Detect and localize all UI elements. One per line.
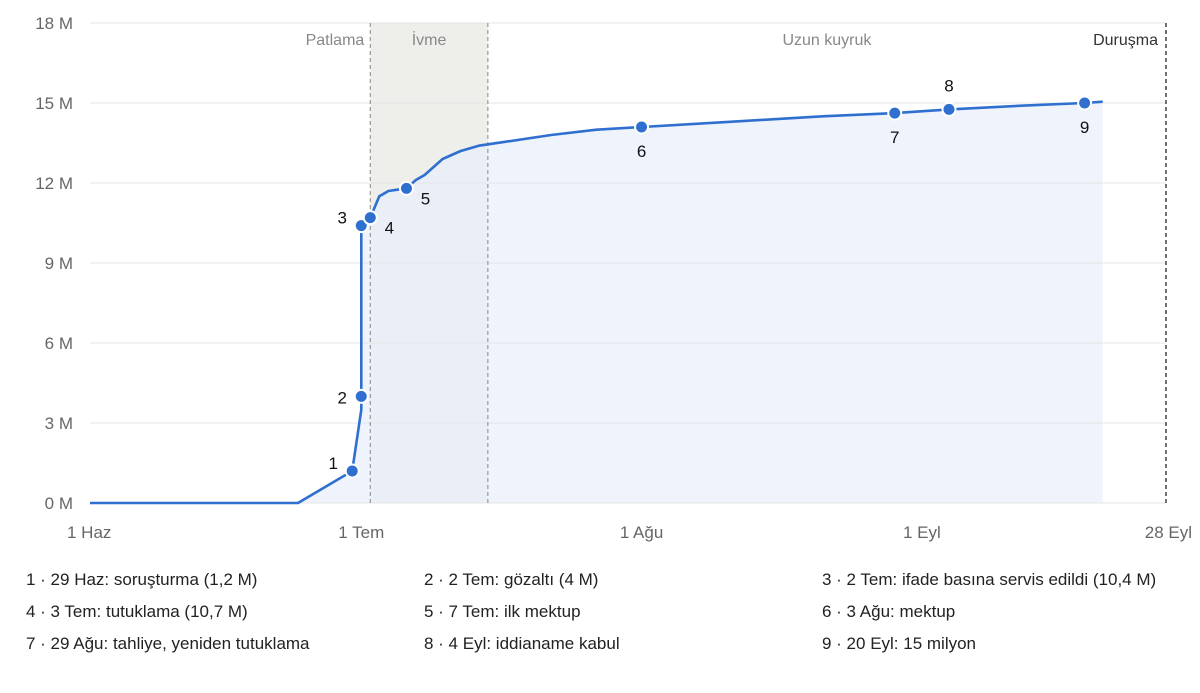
annotation-legend: 1 · 29 Haz: soruşturma (1,2 M) 2 · 2 Tem:… — [26, 568, 1186, 656]
phase-dividers: Patlama İvme Uzun kuyruk Duruşma — [306, 23, 1167, 503]
area-fill — [90, 101, 1103, 503]
annotation-number: 8 — [944, 76, 953, 95]
annotation-number: 3 — [338, 209, 347, 228]
annotation-points: 1 2 3 4 5 6 7 8 9 — [328, 76, 1093, 479]
x-tick-label: 1 Haz — [67, 523, 111, 542]
phase-label: Uzun kuyruk — [782, 32, 872, 49]
legend-item: 8 · 4 Eyl: iddianame kabul — [424, 634, 620, 653]
annotation-point-2 — [353, 388, 369, 404]
legend-item: 9 · 20 Eyl: 15 milyon — [822, 634, 977, 653]
y-axis-ticks: 0 M 3 M 6 M 9 M 12 M 15 M 18 M — [35, 14, 73, 513]
annotation-number: 7 — [890, 128, 899, 147]
annotation-number: 9 — [1080, 118, 1089, 137]
legend-item: 1 · 29 Haz: soruşturma (1,2 M) — [26, 570, 258, 589]
phase-label: Duruşma — [1093, 32, 1158, 49]
y-tick-label: 18 M — [35, 14, 73, 33]
y-tick-label: 6 M — [45, 334, 73, 353]
phase-label: İvme — [412, 30, 447, 49]
annotation-number: 4 — [385, 219, 394, 238]
annotation-point-4 — [362, 210, 378, 226]
x-tick-label: 1 Eyl — [903, 523, 941, 542]
annotation-number: 1 — [328, 454, 337, 473]
y-tick-label: 12 M — [35, 174, 73, 193]
legend-item: 3 · 2 Tem: ifade basına servis edildi (1… — [822, 570, 1157, 589]
x-tick-label: 1 Tem — [338, 523, 384, 542]
annotation-number: 6 — [637, 142, 646, 161]
annotation-point-7 — [887, 105, 903, 121]
annotation-point-5 — [398, 180, 414, 196]
y-tick-label: 9 M — [45, 254, 73, 273]
series-line — [90, 100, 1103, 505]
annotation-number: 2 — [338, 388, 347, 407]
legend-item: 2 · 2 Tem: gözaltı (4 M) — [424, 570, 599, 589]
annotation-point-8 — [941, 101, 957, 117]
annotation-number: 5 — [421, 189, 430, 208]
legend-item: 7 · 29 Ağu: tahliye, yeniden tutuklama — [26, 634, 310, 653]
annotation-point-1 — [344, 463, 360, 479]
timeline-chart: Patlama İvme Uzun kuyruk Duruşma 1 2 3 4 5 6 7 8 9 … — [35, 14, 1192, 542]
legend-item: 4 · 3 Tem: tutuklama (10,7 M) — [26, 602, 248, 621]
y-tick-label: 3 M — [45, 414, 73, 433]
phase-label: Patlama — [306, 32, 365, 49]
x-axis-ticks: 1 Haz 1 Tem 1 Ağu 1 Eyl 28 Eyl — [67, 523, 1192, 542]
series-line-path — [90, 100, 1103, 505]
annotation-point-9 — [1077, 95, 1093, 111]
x-tick-label: 28 Eyl — [1145, 523, 1192, 542]
area-path — [90, 101, 1103, 503]
legend-item: 5 · 7 Tem: ilk mektup — [424, 602, 581, 621]
y-tick-label: 0 M — [45, 494, 73, 513]
legend-item: 6 · 3 Ağu: mektup — [822, 602, 956, 621]
annotation-point-6 — [634, 119, 650, 135]
y-tick-label: 15 M — [35, 94, 73, 113]
x-tick-label: 1 Ağu — [620, 523, 664, 542]
